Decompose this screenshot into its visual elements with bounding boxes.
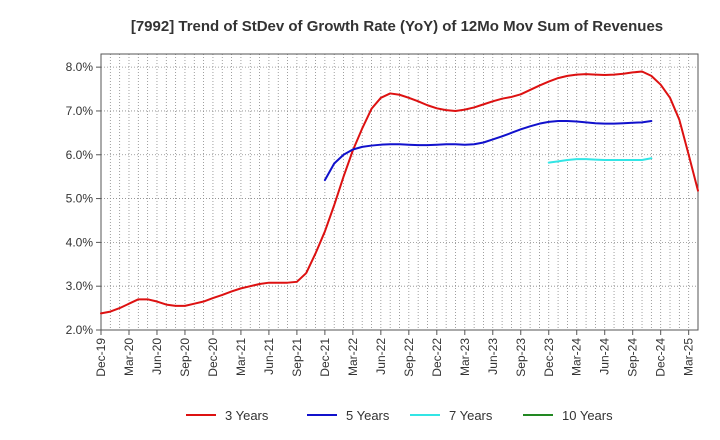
x-tick-label: Sep-24 [626, 338, 640, 377]
x-tick-label: Dec-20 [206, 338, 220, 377]
x-tick-label: Mar-21 [234, 338, 248, 376]
x-tick-label: Mar-23 [458, 338, 472, 376]
series-line-7-years [547, 157, 653, 164]
x-tick-label: Jun-21 [262, 338, 276, 375]
plot-border [100, 53, 699, 331]
x-tick-label: Dec-19 [94, 338, 108, 377]
x-tick-label: Jun-23 [486, 338, 500, 375]
y-tick-label: 8.0% [66, 60, 94, 74]
y-tick-label: 2.0% [66, 323, 94, 337]
x-tick-label: Dec-24 [654, 338, 668, 377]
y-tick-label: 3.0% [66, 279, 94, 293]
x-tick-label: Dec-22 [430, 338, 444, 377]
legend-label-10-years: 10 Years [562, 408, 613, 423]
x-tick-label: Sep-20 [178, 338, 192, 377]
y-tick-label: 5.0% [66, 192, 94, 206]
legend: 3 Years 5 Years 7 Years 10 Years [186, 408, 613, 423]
x-tick-label: Sep-22 [402, 338, 416, 377]
x-tick-label: Jun-24 [598, 338, 612, 375]
x-tick-label: Mar-25 [682, 338, 696, 376]
x-tick-label: Dec-21 [318, 338, 332, 377]
grid-lines [101, 54, 698, 331]
x-tick-label: Jun-20 [150, 338, 164, 375]
legend-label-5-years: 5 Years [346, 408, 390, 423]
legend-label-7-years: 7 Years [449, 408, 493, 423]
x-tick-label: Mar-22 [346, 338, 360, 376]
x-tick-label: Jun-22 [374, 338, 388, 375]
x-tick-label: Sep-21 [290, 338, 304, 377]
chart-title: [7992] Trend of StDev of Growth Rate (Yo… [131, 18, 663, 35]
series-lines [100, 70, 699, 315]
series-line-3-years [100, 70, 699, 315]
y-tick-label: 4.0% [66, 235, 94, 249]
x-tick-label: Dec-23 [542, 338, 556, 377]
axes: 2.0% 3.0% 4.0% 5.0% 6.0% 7.0% 8.0% Dec-19 Mar-20… [66, 53, 699, 377]
x-tick-label: Mar-20 [122, 338, 136, 376]
x-tick-label: Mar-24 [570, 338, 584, 376]
y-tick-label: 6.0% [66, 148, 94, 162]
series-line-5-years [323, 120, 653, 182]
legend-label-3-years: 3 Years [225, 408, 269, 423]
x-tick-label: Sep-23 [514, 338, 528, 377]
y-tick-label: 7.0% [66, 104, 94, 118]
